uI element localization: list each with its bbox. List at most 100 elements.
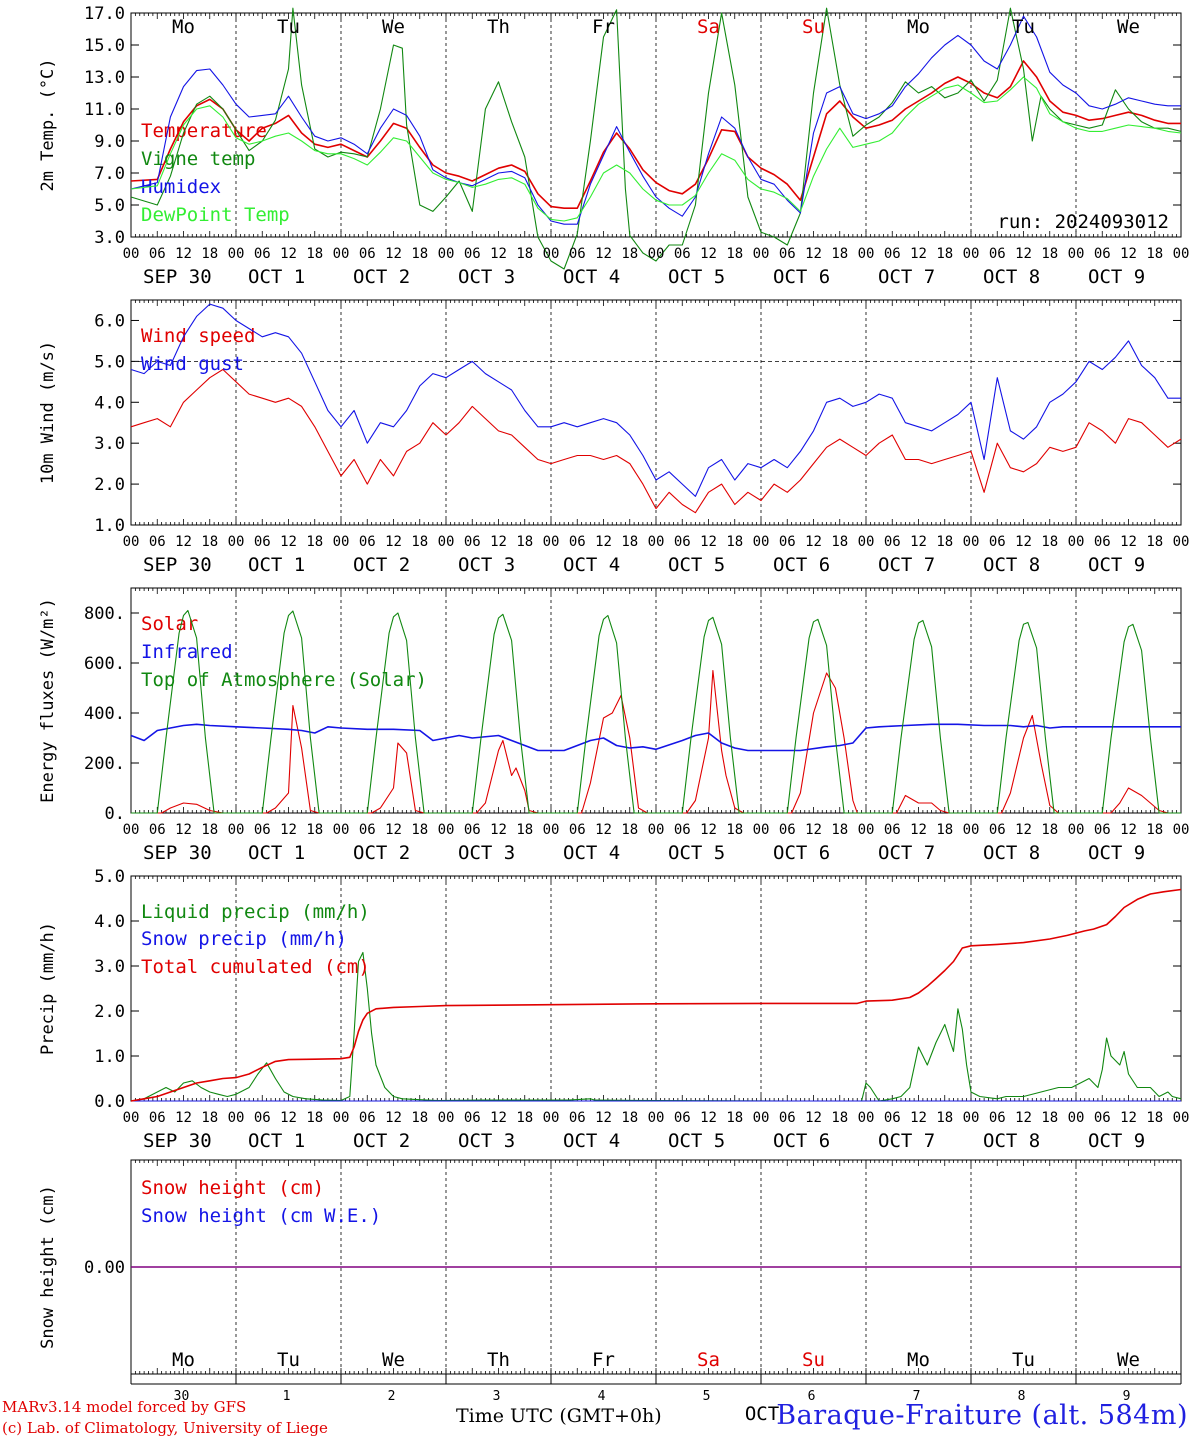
y-tick-label: 600. bbox=[84, 654, 125, 674]
hour-label: 18 bbox=[1041, 1110, 1058, 1126]
date-label: OCT 3 bbox=[458, 266, 515, 288]
hour-label: 12 bbox=[280, 534, 297, 550]
date-label: OCT 1 bbox=[248, 1130, 305, 1152]
hour-label: 18 bbox=[726, 534, 743, 550]
date-label: OCT 9 bbox=[1088, 1130, 1145, 1152]
model-credit: MARv3.14 model forced by GFS bbox=[2, 1398, 247, 1416]
hour-label: 00 bbox=[333, 1110, 350, 1126]
y-tick-label: 800. bbox=[84, 604, 125, 624]
legend-entry: Temperature bbox=[141, 120, 267, 142]
date-label: OCT 2 bbox=[353, 266, 410, 288]
hour-label: 18 bbox=[726, 246, 743, 262]
date-label: OCT 6 bbox=[773, 842, 830, 864]
hour-label: 06 bbox=[359, 1110, 376, 1126]
legend-entry: Top of Atmosphere (Solar) bbox=[141, 669, 427, 691]
y-tick-label: 13.0 bbox=[84, 68, 125, 88]
day-name: Th bbox=[487, 1349, 510, 1371]
hour-label: 18 bbox=[831, 1110, 848, 1126]
day-name: We bbox=[1117, 1349, 1140, 1371]
date-label: OCT 4 bbox=[563, 266, 620, 288]
hour-label: 12 bbox=[700, 1110, 717, 1126]
date-label: OCT 5 bbox=[668, 266, 725, 288]
hour-label: 00 bbox=[753, 246, 770, 262]
date-label: SEP 30 bbox=[143, 266, 212, 288]
hour-label: 00 bbox=[1068, 246, 1085, 262]
hour-label: 18 bbox=[621, 246, 638, 262]
hour-label: 18 bbox=[201, 246, 218, 262]
hour-label: 12 bbox=[385, 822, 402, 838]
hour-label: 00 bbox=[123, 1110, 140, 1126]
legend-entry: Snow height (cm) bbox=[141, 1177, 324, 1199]
date-label: OCT 3 bbox=[458, 554, 515, 576]
legend-entry: Snow precip (mm/h) bbox=[141, 928, 347, 950]
day-number: 1 bbox=[283, 1389, 291, 1404]
hour-label: 12 bbox=[385, 534, 402, 550]
day-number: 9 bbox=[1123, 1389, 1131, 1404]
hour-label: 12 bbox=[700, 534, 717, 550]
hour-label: 06 bbox=[989, 246, 1006, 262]
hour-label: 00 bbox=[228, 1110, 245, 1126]
date-label: OCT 6 bbox=[773, 554, 830, 576]
hour-label: 00 bbox=[1068, 822, 1085, 838]
hour-label: 00 bbox=[648, 534, 665, 550]
hour-label: 12 bbox=[805, 534, 822, 550]
series-line bbox=[130, 76, 1182, 222]
hour-label: 18 bbox=[411, 1110, 428, 1126]
hour-label: 00 bbox=[123, 534, 140, 550]
hour-label: 12 bbox=[595, 1110, 612, 1126]
hour-label: 12 bbox=[805, 246, 822, 262]
legend-entry: DewPoint Temp bbox=[141, 204, 290, 226]
y-tick-label: 3.0 bbox=[94, 228, 125, 248]
date-label: OCT 4 bbox=[563, 1130, 620, 1152]
legend-entry: Infrared bbox=[141, 641, 233, 663]
hour-label: 00 bbox=[1173, 1110, 1190, 1126]
hour-label: 06 bbox=[989, 534, 1006, 550]
hour-label: 00 bbox=[753, 822, 770, 838]
hour-label: 00 bbox=[858, 534, 875, 550]
hour-label: 18 bbox=[1041, 822, 1058, 838]
hour-label: 06 bbox=[569, 1110, 586, 1126]
hour-label: 00 bbox=[858, 1110, 875, 1126]
y-tick-label: 0.0 bbox=[94, 1092, 125, 1112]
day-name: Sa bbox=[697, 1349, 720, 1371]
hour-label: 00 bbox=[333, 822, 350, 838]
hour-label: 12 bbox=[175, 1110, 192, 1126]
hour-label: 12 bbox=[385, 246, 402, 262]
date-label: OCT 7 bbox=[878, 1130, 935, 1152]
legend-entry: Solar bbox=[141, 613, 198, 635]
legend-entry: Wind gust bbox=[141, 353, 244, 375]
day-name: Su bbox=[802, 1349, 825, 1371]
y-tick-label: 4.0 bbox=[94, 912, 125, 932]
station-label: Baraque-Fraiture (alt. 584m) bbox=[776, 1400, 1188, 1431]
hour-label: 18 bbox=[411, 822, 428, 838]
date-label: OCT 1 bbox=[248, 554, 305, 576]
hour-label: 00 bbox=[858, 246, 875, 262]
y-axis-label: 2m Temp. (°C) bbox=[38, 58, 58, 191]
day-number: 30 bbox=[174, 1389, 190, 1404]
y-tick-label: 2.0 bbox=[94, 475, 125, 495]
date-label: OCT 9 bbox=[1088, 266, 1145, 288]
hour-label: 00 bbox=[438, 1110, 455, 1126]
hour-label: 00 bbox=[543, 246, 560, 262]
y-axis-label: Snow height (cm) bbox=[38, 1185, 58, 1349]
y-tick-label: 6.0 bbox=[94, 311, 125, 331]
hour-label: 18 bbox=[306, 534, 323, 550]
y-tick-label: 1.0 bbox=[94, 516, 125, 536]
legend-entry: Vigne temp bbox=[141, 148, 255, 170]
date-label: OCT 5 bbox=[668, 842, 725, 864]
hour-label: 06 bbox=[254, 822, 271, 838]
hour-label: 06 bbox=[989, 822, 1006, 838]
hour-label: 12 bbox=[910, 246, 927, 262]
date-label: OCT 8 bbox=[983, 554, 1040, 576]
hour-label: 00 bbox=[123, 246, 140, 262]
y-tick-label: 0.00 bbox=[84, 1258, 125, 1278]
hour-label: 06 bbox=[989, 1110, 1006, 1126]
hour-label: 00 bbox=[1068, 534, 1085, 550]
day-name: Tu bbox=[1012, 1349, 1035, 1371]
hour-label: 18 bbox=[411, 246, 428, 262]
hour-label: 18 bbox=[411, 534, 428, 550]
day-number: 5 bbox=[703, 1389, 711, 1404]
hour-label: 06 bbox=[149, 822, 166, 838]
hour-label: 18 bbox=[831, 534, 848, 550]
